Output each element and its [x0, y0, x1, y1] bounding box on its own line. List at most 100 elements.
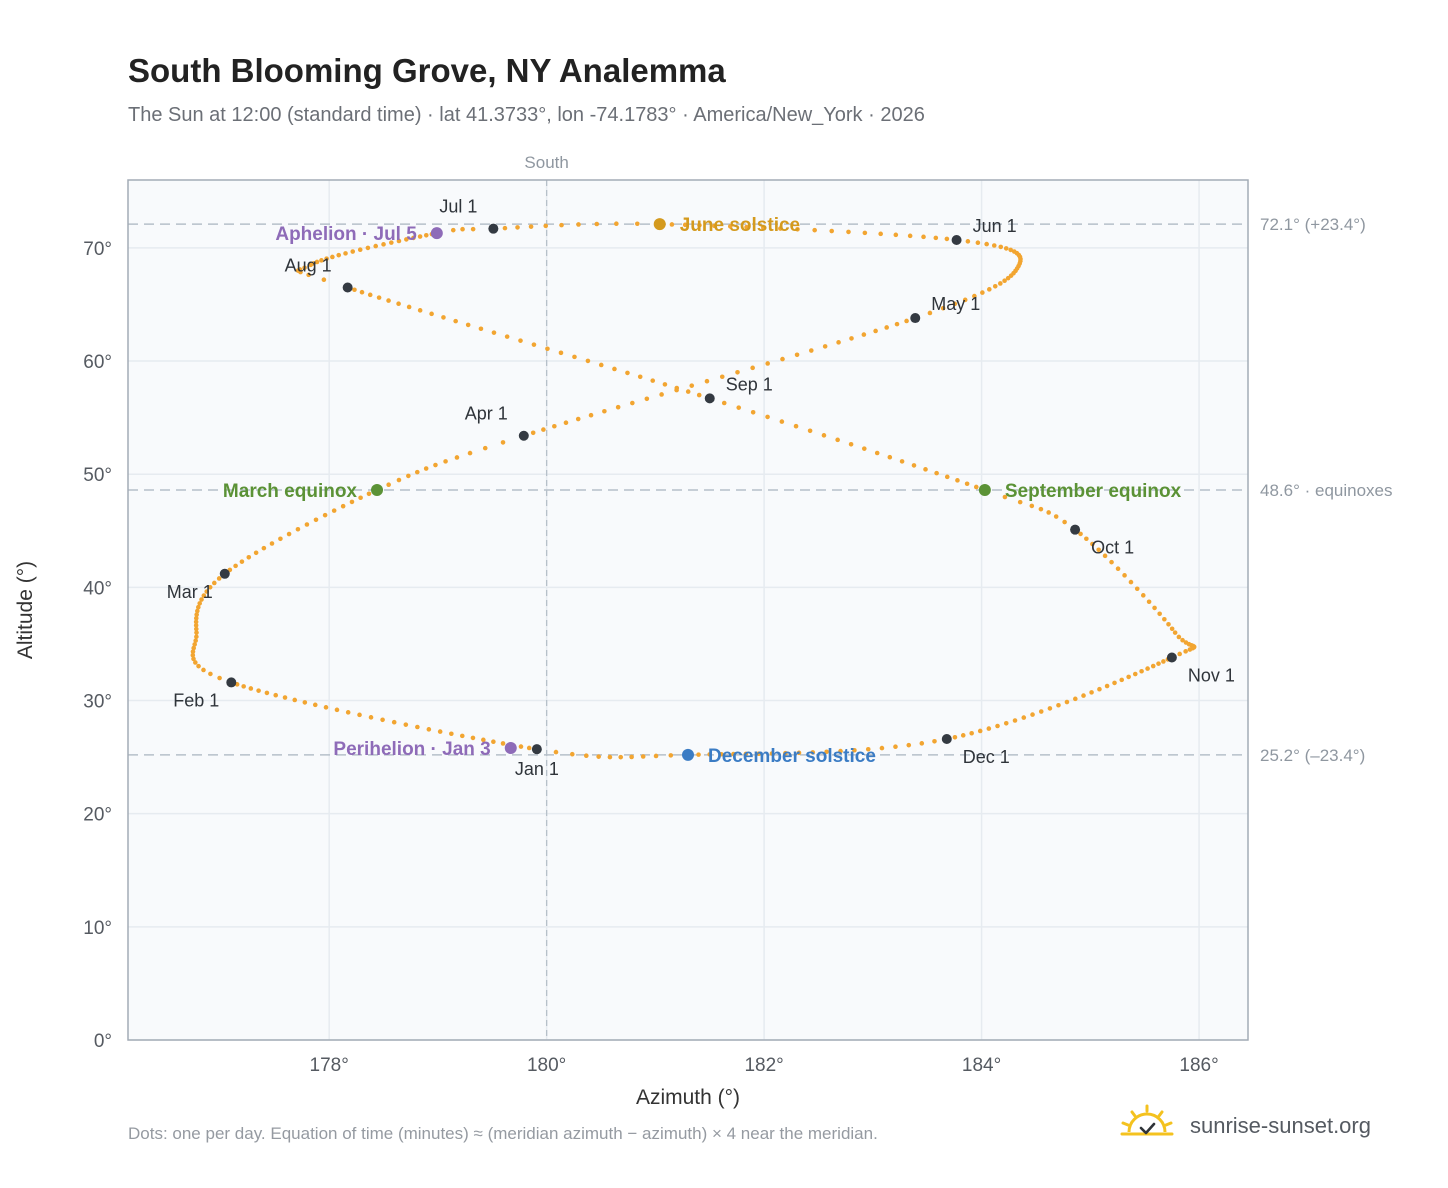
day-dot [1002, 494, 1008, 500]
day-dot [614, 221, 619, 227]
day-dot [491, 330, 497, 335]
day-dot [193, 660, 198, 665]
day-dot [955, 478, 960, 483]
day-dot [874, 450, 880, 456]
day-dot [1062, 519, 1067, 525]
day-dot [1038, 709, 1044, 714]
x-axis-label: Azimuth (°) [636, 1086, 740, 1109]
day-dot [1140, 593, 1146, 598]
month-marker [951, 234, 962, 245]
month-label: Jun 1 [973, 216, 1017, 236]
day-dot [201, 593, 207, 598]
event-label: March equinox [223, 481, 358, 502]
day-dot [750, 409, 756, 415]
day-dot [1172, 630, 1178, 635]
day-dot [191, 645, 196, 651]
day-dot [635, 221, 640, 227]
day-dot [406, 304, 412, 310]
day-dot [952, 734, 958, 740]
day-dot [697, 223, 702, 228]
day-dot [704, 378, 710, 384]
plot-area [128, 180, 1248, 1040]
day-dot [933, 235, 939, 241]
page-title: South Blooming Grove, NY Analemma [128, 52, 726, 89]
day-dot [765, 361, 770, 366]
day-dot [629, 754, 634, 760]
day-dot [373, 243, 379, 249]
day-dot [1152, 605, 1157, 611]
day-dot [518, 338, 523, 343]
day-dot [865, 746, 871, 752]
day-dot [637, 374, 643, 380]
y-tick-label: 50° [83, 465, 112, 486]
day-dot [810, 750, 816, 755]
day-dot [314, 259, 320, 265]
day-dot [308, 262, 313, 268]
day-dot [1053, 514, 1059, 519]
day-dot [233, 563, 238, 569]
y-tick-label: 30° [83, 692, 112, 713]
day-dot [541, 427, 546, 432]
day-dot [727, 224, 733, 229]
y-tick-label: 70° [83, 239, 112, 260]
day-dot [973, 484, 979, 490]
day-dot [927, 310, 933, 316]
day-dot [391, 719, 397, 725]
day-dot [500, 440, 506, 445]
day-dot [1097, 686, 1102, 692]
day-dot [743, 751, 749, 757]
day-dot [208, 671, 213, 677]
day-dot [450, 227, 456, 233]
day-dot [261, 545, 267, 551]
day-dot [640, 754, 646, 759]
day-dot [543, 223, 549, 229]
day-dot [273, 692, 279, 698]
event-label: Perihelion · Jan 3 [333, 739, 490, 760]
day-dot [986, 726, 992, 731]
day-dot [336, 252, 342, 258]
day-dot [1115, 566, 1121, 572]
day-dot [380, 717, 385, 723]
event-label: September equinox [1005, 481, 1182, 502]
day-dot [199, 597, 204, 602]
day-dot [707, 752, 712, 757]
month-marker [531, 744, 542, 755]
day-dot [1162, 616, 1167, 622]
day-dot [607, 754, 613, 760]
brand-name: sunrise-sunset.org [1190, 1113, 1371, 1138]
day-dot [482, 445, 488, 451]
day-dot [719, 374, 725, 380]
day-dot [531, 342, 537, 347]
day-dot [696, 392, 702, 398]
day-dot [944, 236, 950, 242]
day-dot [357, 247, 363, 253]
day-dot [696, 752, 701, 757]
month-label: Nov 1 [1188, 666, 1235, 686]
day-dot [241, 684, 246, 689]
day-dot [552, 423, 557, 429]
day-dot [873, 328, 878, 334]
day-dot [588, 412, 594, 418]
day-dot [322, 512, 328, 518]
day-dot [331, 508, 337, 513]
day-dot [887, 454, 893, 460]
day-dot [343, 251, 348, 256]
day-dot [835, 437, 840, 443]
day-dot [545, 346, 550, 352]
day-dot [321, 277, 327, 283]
day-dot [1008, 247, 1013, 253]
day-dot [612, 366, 617, 372]
day-dot [618, 754, 624, 760]
day-dot [193, 615, 199, 621]
day-dot [662, 382, 668, 387]
day-dot [1150, 663, 1156, 669]
day-dot [836, 340, 841, 345]
day-dot [1056, 702, 1061, 708]
day-dot [904, 318, 909, 324]
day-dot [454, 455, 460, 460]
day-dot [780, 356, 785, 362]
day-dot [812, 227, 817, 233]
day-dot [239, 559, 245, 564]
day-dot [934, 470, 939, 476]
day-dot [295, 526, 301, 532]
